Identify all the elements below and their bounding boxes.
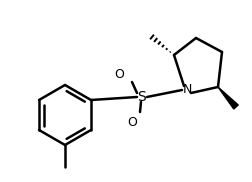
Text: S: S xyxy=(137,90,146,104)
Text: N: N xyxy=(182,84,191,96)
Polygon shape xyxy=(217,87,237,109)
Text: O: O xyxy=(114,68,123,82)
Text: O: O xyxy=(127,116,136,128)
